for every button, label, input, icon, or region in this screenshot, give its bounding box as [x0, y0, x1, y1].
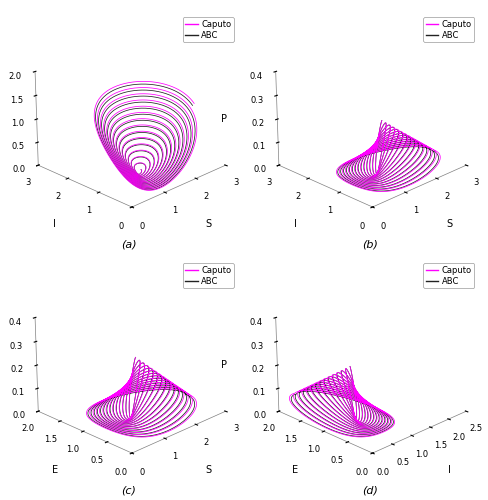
Y-axis label: E: E: [52, 464, 58, 474]
Y-axis label: E: E: [292, 464, 298, 474]
Y-axis label: I: I: [53, 218, 56, 228]
Legend: Caputo, ABC: Caputo, ABC: [423, 18, 473, 42]
Legend: Caputo, ABC: Caputo, ABC: [183, 18, 233, 42]
Text: (a): (a): [121, 239, 137, 249]
Text: (b): (b): [361, 239, 377, 249]
X-axis label: S: S: [205, 464, 211, 474]
X-axis label: S: S: [205, 218, 211, 228]
X-axis label: I: I: [447, 464, 450, 474]
Text: (d): (d): [361, 485, 377, 495]
Legend: Caputo, ABC: Caputo, ABC: [423, 264, 473, 288]
Y-axis label: I: I: [293, 218, 296, 228]
X-axis label: S: S: [446, 218, 452, 228]
Text: (c): (c): [122, 485, 136, 495]
Legend: Caputo, ABC: Caputo, ABC: [183, 264, 233, 288]
